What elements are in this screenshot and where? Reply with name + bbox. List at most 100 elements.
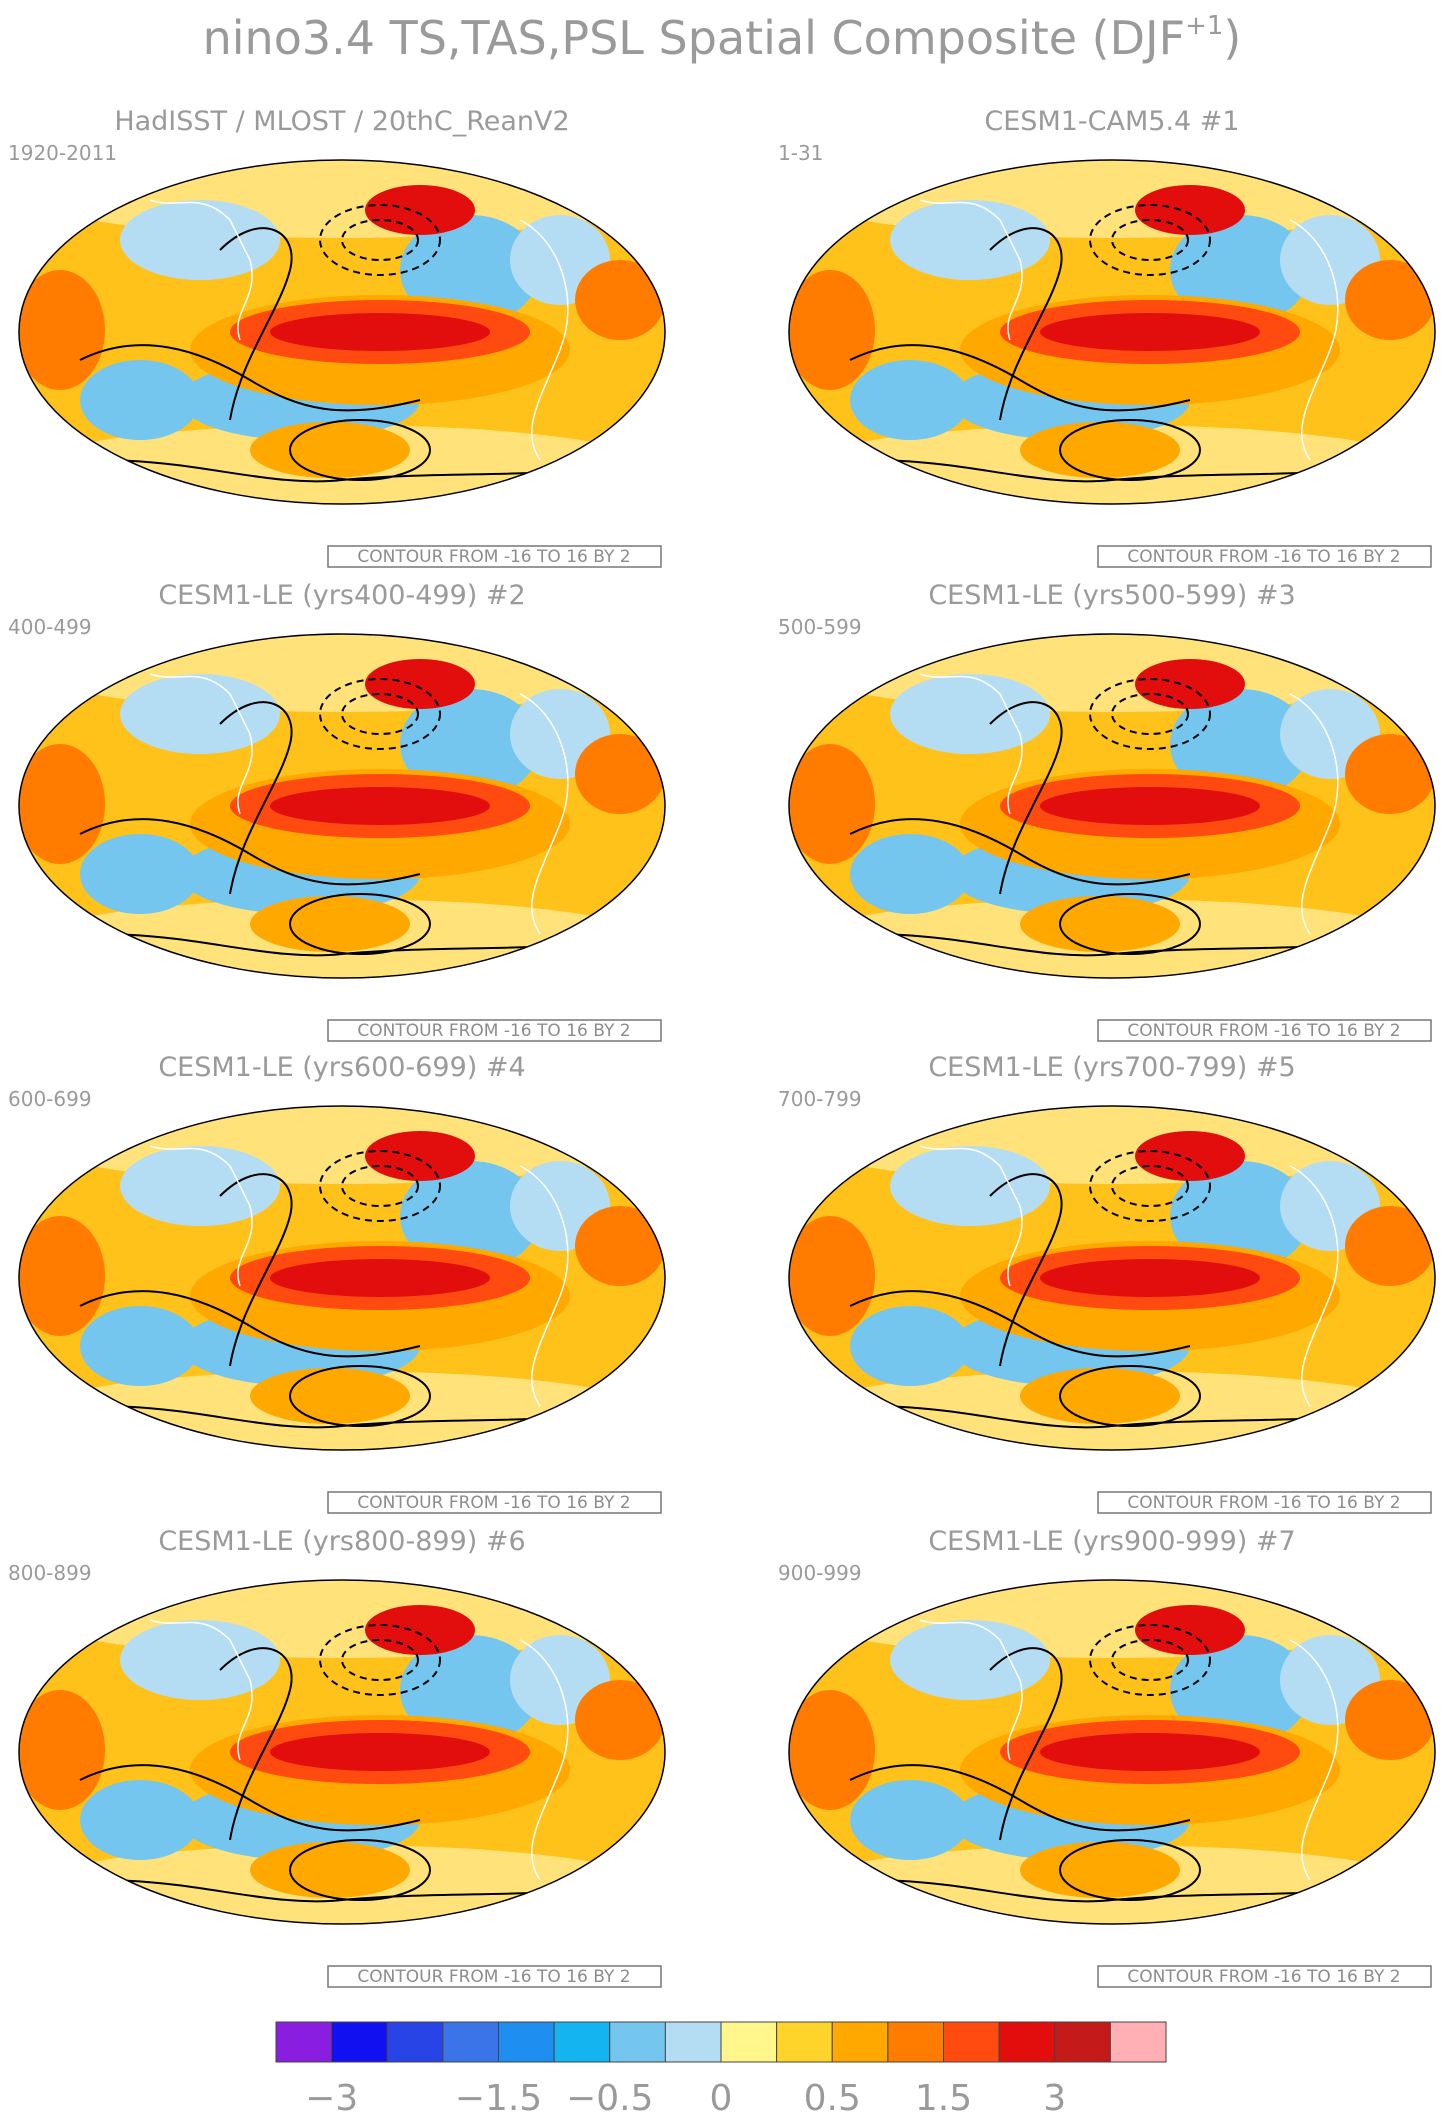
map-panel: CESM1-LE (yrs600-699) #4 600-699 CONTOUR F… xyxy=(8,1052,666,1514)
psl-contour-solid xyxy=(79,344,421,412)
colorbar-swatch xyxy=(943,2021,1000,2063)
map-panel: HadISST / MLOST / 20thC_ReanV2 1920-2011 C… xyxy=(8,106,666,568)
psl-contour-solid xyxy=(79,1290,421,1358)
anomaly-region xyxy=(1135,185,1245,235)
anomaly-region xyxy=(850,834,970,914)
psl-contour-solid xyxy=(849,1764,1191,1832)
anomaly-region xyxy=(120,1146,280,1226)
anomaly-region xyxy=(365,1131,475,1181)
psl-contour-dashed xyxy=(319,1624,441,1696)
colorbar: −3 −1.5 −0.5 0 0.5 1.5 3 xyxy=(275,2021,1167,2119)
anomaly-region xyxy=(250,896,410,952)
psl-contour-solid xyxy=(79,1764,421,1832)
map-panel: CESM1-LE (yrs400-499) #2 400-499 CONTOUR F… xyxy=(8,580,666,1042)
coastline xyxy=(919,673,1023,815)
anomaly-region xyxy=(1345,1206,1435,1286)
coastline xyxy=(519,693,569,935)
colorbar-boxes xyxy=(275,2021,1167,2063)
panel-grid: HadISST / MLOST / 20thC_ReanV2 1920-2011 C… xyxy=(8,106,1436,1988)
anomaly-region xyxy=(365,185,475,235)
map-outline xyxy=(18,1105,666,1451)
panel-title: CESM1-LE (yrs900-999) #7 xyxy=(928,1526,1295,1557)
colorbar-swatch xyxy=(442,2021,499,2063)
panel-years: 400-499 xyxy=(8,615,92,639)
anomaly-region xyxy=(250,1842,410,1898)
anomaly-region xyxy=(270,1259,490,1297)
contour-info-text: CONTOUR FROM -16 TO 16 BY 2 xyxy=(357,1021,630,1041)
map-outline xyxy=(18,1579,666,1925)
psl-contour-solid xyxy=(989,1647,1063,1841)
colorbar-swatch xyxy=(1054,2021,1111,2063)
anomaly-region xyxy=(80,1780,200,1860)
panel-title: CESM1-LE (yrs500-599) #3 xyxy=(928,580,1295,611)
contour-info-text: CONTOUR FROM -16 TO 16 BY 2 xyxy=(357,547,630,567)
coastline xyxy=(919,1145,1023,1287)
anomaly-region xyxy=(80,1306,200,1386)
anomaly-region xyxy=(1020,896,1180,952)
anomaly-region xyxy=(365,659,475,709)
coastline xyxy=(149,1145,253,1287)
anomaly-region xyxy=(890,674,1050,754)
map-panel: CESM1-LE (yrs900-999) #7 900-999 CONTOUR F… xyxy=(778,1526,1436,1988)
colorbar-swatch xyxy=(720,2021,778,2063)
panel-years: 700-799 xyxy=(778,1087,862,1111)
colorbar-tick-label: 3 xyxy=(1043,2078,1066,2119)
map-outline xyxy=(18,633,666,979)
colorbar-swatch xyxy=(831,2021,889,2063)
anomaly-region xyxy=(19,1216,105,1336)
anomaly-region xyxy=(789,270,875,390)
colorbar-swatch xyxy=(498,2021,555,2063)
psl-contour-dashed xyxy=(1111,1639,1189,1681)
psl-contour-dashed xyxy=(1089,678,1211,750)
contour-info-text: CONTOUR FROM -16 TO 16 BY 2 xyxy=(1127,1021,1400,1041)
contour-info-box xyxy=(327,1491,662,1514)
psl-contour-solid xyxy=(989,701,1063,895)
psl-contour-solid xyxy=(1059,893,1201,955)
map-outline xyxy=(788,159,1436,505)
psl-contour-solid xyxy=(849,818,1191,886)
contour-info-box xyxy=(327,1019,662,1042)
psl-contour-dashed xyxy=(1089,1624,1211,1696)
colorbar-swatch xyxy=(1109,2021,1167,2063)
anomaly-region xyxy=(1040,313,1260,351)
contour-info-box xyxy=(1097,1019,1432,1042)
anomaly-region xyxy=(850,1780,970,1860)
anomaly-region xyxy=(850,1306,970,1386)
contour-info-text: CONTOUR FROM -16 TO 16 BY 2 xyxy=(1127,1493,1400,1513)
map-panel: CESM1-LE (yrs800-899) #6 800-899 CONTOUR F… xyxy=(8,1526,666,1988)
anomaly-region xyxy=(250,1368,410,1424)
coastline xyxy=(1289,693,1339,935)
anomaly-region xyxy=(890,1620,1050,1700)
colorbar-tick-label: 1.5 xyxy=(915,2078,972,2119)
colorbar-tick-labels: −3 −1.5 −0.5 0 0.5 1.5 3 xyxy=(305,2078,1066,2119)
anomaly-region xyxy=(19,1690,105,1810)
anomaly-region xyxy=(1345,734,1435,814)
map-panel: CESM1-LE (yrs700-799) #5 700-799 CONTOUR F… xyxy=(778,1052,1436,1514)
psl-contour-solid xyxy=(989,1173,1063,1367)
contour-info-box xyxy=(1097,545,1432,568)
coastline xyxy=(519,1639,569,1881)
colorbar-swatch xyxy=(998,2021,1056,2063)
colorbar-swatch xyxy=(331,2021,388,2063)
map-field xyxy=(19,1580,665,1924)
psl-contour-solid xyxy=(289,893,431,955)
map-field xyxy=(789,1106,1435,1450)
anomaly-region xyxy=(1135,659,1245,709)
coastline xyxy=(149,1619,253,1761)
map-field xyxy=(789,1580,1435,1924)
map-panel: CESM1-LE (yrs500-599) #3 500-599 CONTOUR F… xyxy=(778,580,1436,1042)
panel-title: HadISST / MLOST / 20thC_ReanV2 xyxy=(114,106,569,137)
psl-contour-dashed xyxy=(319,1150,441,1222)
anomaly-region xyxy=(80,360,200,440)
psl-contour-dashed xyxy=(1111,693,1189,735)
psl-contour-solid xyxy=(219,701,293,895)
anomaly-region xyxy=(270,1733,490,1771)
panel-title: CESM1-LE (yrs600-699) #4 xyxy=(158,1052,525,1083)
psl-contour-solid xyxy=(289,1365,431,1427)
anomaly-region xyxy=(789,1216,875,1336)
psl-contour-solid xyxy=(219,227,293,421)
colorbar-tick-label: 0 xyxy=(710,2078,733,2119)
anomaly-region xyxy=(890,1146,1050,1226)
psl-contour-solid xyxy=(989,227,1063,421)
psl-contour-solid xyxy=(1059,1365,1201,1427)
